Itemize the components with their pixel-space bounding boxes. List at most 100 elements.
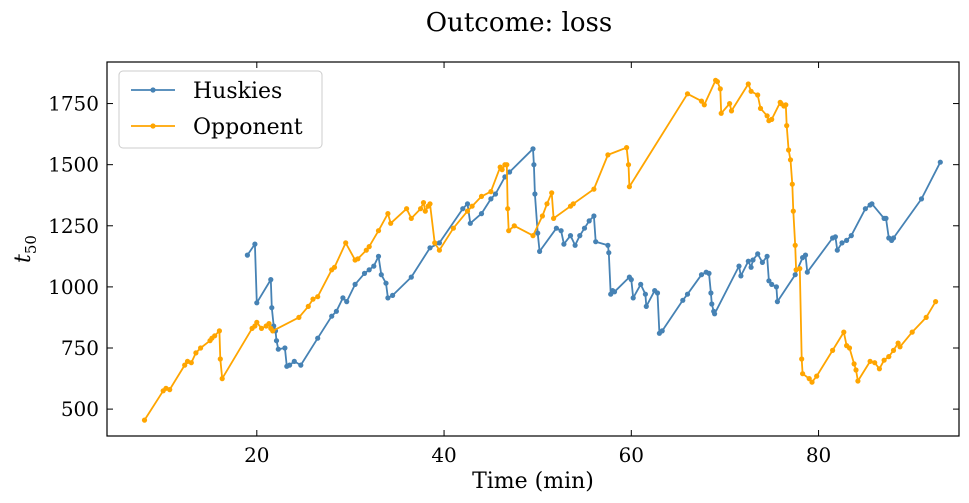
data-point-opponent	[296, 314, 302, 320]
data-point-opponent	[488, 189, 494, 195]
data-point-huskies	[862, 206, 869, 212]
data-point-opponent	[684, 91, 691, 97]
x-tick-label: 80	[806, 443, 831, 467]
data-point-opponent	[408, 215, 414, 221]
data-point-huskies	[537, 248, 543, 254]
data-point-huskies	[606, 250, 612, 256]
data-point-huskies	[769, 281, 775, 287]
y-axis-label-subscript: 50	[22, 235, 40, 254]
data-point-huskies	[507, 169, 513, 175]
series-line-huskies	[246, 147, 942, 368]
data-point-huskies	[748, 264, 754, 270]
data-point-huskies	[586, 218, 592, 224]
plot-area	[106, 61, 960, 437]
data-point-opponent	[625, 162, 632, 168]
data-point-opponent	[570, 201, 576, 207]
chart-title: Outcome: loss	[426, 8, 612, 38]
data-point-opponent	[355, 256, 361, 262]
data-point-huskies	[709, 301, 715, 307]
legend-swatch-marker	[150, 123, 156, 129]
data-point-opponent	[717, 86, 723, 92]
y-tick-label: 750	[61, 336, 99, 360]
data-point-opponent	[499, 167, 505, 173]
data-point-opponent	[755, 92, 761, 98]
y-tick-label: 1500	[48, 153, 99, 177]
data-point-huskies	[572, 242, 578, 248]
data-point-huskies	[535, 230, 541, 236]
data-point-huskies	[275, 346, 281, 352]
data-point-huskies	[918, 196, 925, 202]
data-point-opponent	[254, 319, 260, 325]
data-point-opponent	[787, 157, 794, 163]
data-point-opponent	[799, 356, 805, 362]
data-point-huskies	[427, 245, 433, 251]
data-point-opponent	[764, 113, 770, 119]
data-point-huskies	[291, 358, 297, 364]
data-point-huskies	[654, 290, 661, 296]
data-point-huskies	[252, 241, 258, 247]
y-tick-label: 1250	[48, 214, 99, 238]
data-point-huskies	[467, 220, 473, 226]
data-point-opponent	[789, 181, 795, 187]
data-point-opponent	[404, 206, 410, 212]
data-point-opponent	[388, 220, 394, 226]
data-point-huskies	[561, 241, 567, 247]
y-axis-ticks: 500 750 1000 1250 1500 1750	[48, 92, 959, 421]
data-point-opponent	[539, 213, 546, 219]
data-point-huskies	[488, 196, 494, 202]
data-point-opponent	[626, 184, 633, 190]
data-point-huskies	[839, 240, 845, 246]
x-tick-label: 60	[619, 443, 644, 467]
data-point-opponent	[219, 376, 225, 382]
data-point-huskies	[378, 272, 384, 278]
data-point-huskies	[553, 225, 560, 231]
data-point-opponent	[549, 190, 555, 196]
data-point-huskies	[834, 247, 840, 253]
data-point-huskies	[333, 308, 339, 314]
data-point-opponent	[432, 240, 438, 246]
data-point-opponent	[375, 228, 382, 234]
data-point-opponent	[422, 208, 428, 214]
data-point-huskies	[254, 300, 260, 306]
data-point-huskies	[558, 228, 564, 234]
legend-swatch-marker	[150, 87, 156, 93]
x-axis-label: Time (min)	[472, 469, 594, 494]
data-point-huskies	[773, 284, 780, 290]
data-point-opponent	[505, 206, 511, 212]
data-point-huskies	[659, 328, 665, 334]
data-point-huskies	[385, 295, 391, 301]
data-point-huskies	[844, 237, 850, 243]
data-point-huskies	[792, 272, 798, 278]
data-point-opponent	[188, 360, 194, 366]
data-point-opponent	[897, 344, 903, 350]
data-point-opponent	[769, 116, 775, 122]
data-point-huskies	[630, 295, 636, 301]
data-point-opponent	[701, 102, 707, 108]
data-point-huskies	[383, 280, 389, 286]
y-axis-label-main: t	[11, 254, 36, 263]
data-point-opponent	[757, 105, 764, 111]
x-tick-label: 20	[244, 443, 269, 467]
data-point-huskies	[605, 242, 611, 248]
data-point-huskies	[764, 253, 770, 259]
data-point-huskies	[567, 233, 574, 239]
data-point-huskies	[531, 162, 537, 168]
data-point-huskies	[848, 233, 854, 239]
data-point-opponent	[806, 376, 812, 382]
data-point-opponent	[331, 264, 338, 270]
data-point-huskies	[269, 305, 275, 311]
data-point-opponent	[310, 296, 316, 302]
data-point-opponent	[792, 242, 798, 248]
data-point-huskies	[738, 273, 744, 279]
data-point-huskies	[890, 235, 897, 241]
data-point-opponent	[876, 366, 883, 372]
data-point-huskies	[375, 253, 382, 259]
data-point-huskies	[244, 252, 250, 258]
data-point-huskies	[638, 281, 644, 287]
x-tick-label: 40	[431, 443, 456, 467]
data-point-opponent	[867, 358, 873, 364]
data-point-huskies	[287, 362, 293, 368]
legend-item-huskies: Huskies	[131, 79, 282, 104]
data-point-huskies	[736, 263, 742, 269]
data-point-opponent	[790, 208, 796, 214]
